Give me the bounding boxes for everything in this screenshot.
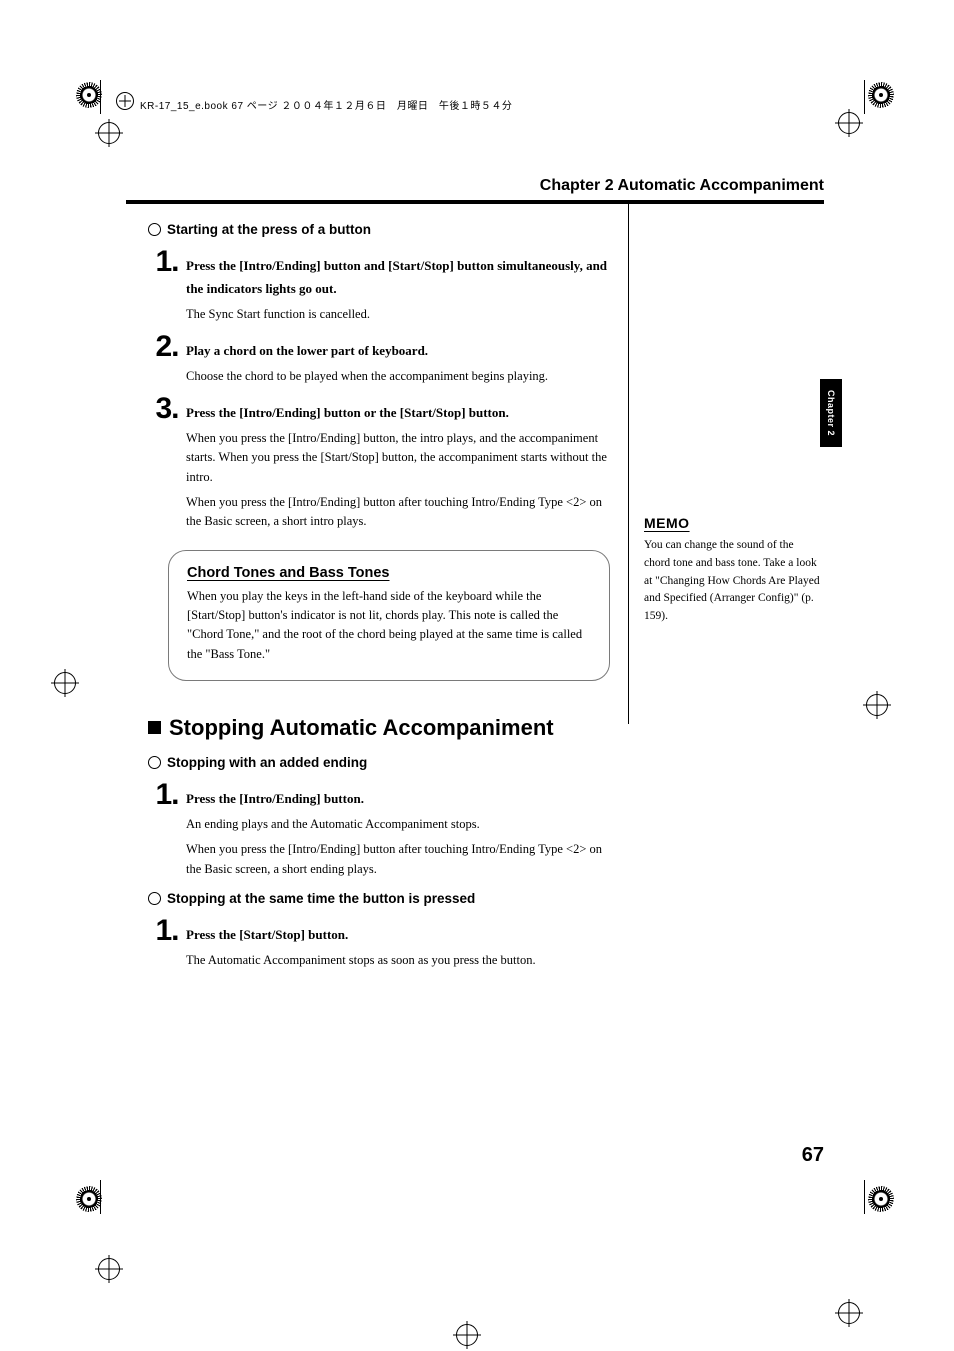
book-mark-icon [116, 92, 134, 110]
step-instruction: Press the [Intro/Ending] button or the [… [186, 402, 613, 425]
subhead-stopping-immediate: Stopping at the same time the button is … [148, 891, 613, 906]
step-body: Press the [Intro/Ending] button and [Sta… [186, 247, 613, 324]
step-instruction: Press the [Intro/Ending] button and [Sta… [186, 255, 613, 301]
crop-mark-icon [100, 1180, 101, 1214]
step-text: When you press the [Intro/Ending] button… [186, 429, 613, 487]
step-text: The Automatic Accompaniment stops as soo… [186, 951, 613, 970]
heading-stopping: Stopping Automatic Accompaniment [148, 715, 613, 741]
step-number: 1. [148, 916, 186, 946]
step-text: Choose the chord to be played when the a… [186, 367, 613, 386]
step-text: An ending plays and the Automatic Accomp… [186, 815, 613, 834]
title-rule [126, 200, 824, 204]
step-number: 2. [148, 332, 186, 362]
step-body: Press the [Intro/Ending] button or the [… [186, 394, 613, 532]
print-header-line: KR-17_15_e.book 67 ページ ２００４年１２月６日 月曜日 午後… [140, 97, 512, 112]
step-2: 2. Play a chord on the lower part of key… [148, 332, 613, 386]
subhead-label: Stopping with an added ending [167, 755, 367, 770]
subhead-label: Stopping at the same time the button is … [167, 891, 475, 906]
step-number: 3. [148, 394, 186, 424]
register-mark-icon [456, 1324, 478, 1346]
heading-label: Stopping Automatic Accompaniment [169, 715, 554, 740]
subhead-label: Starting at the press of a button [167, 222, 371, 237]
page-number: 67 [802, 1144, 824, 1167]
crop-mark-icon [864, 1180, 865, 1214]
crop-mark-icon [868, 1186, 894, 1212]
crop-mark-icon [76, 1186, 102, 1212]
crop-mark-icon [100, 80, 101, 114]
subhead-stopping-ending: Stopping with an added ending [148, 755, 613, 770]
step-1: 1. Press the [Intro/Ending] button and [… [148, 247, 613, 324]
subhead-starting: Starting at the press of a button [148, 222, 613, 237]
chapter-side-tab: Chapter 2 [820, 379, 842, 447]
step-body: Press the [Intro/Ending] button. An endi… [186, 780, 613, 879]
stop-step-1: 1. Press the [Intro/Ending] button. An e… [148, 780, 613, 879]
register-mark-icon [98, 1258, 120, 1280]
step-text: When you press the [Intro/Ending] button… [186, 840, 613, 879]
stop-step-2: 1. Press the [Start/Stop] button. The Au… [148, 916, 613, 970]
page: KR-17_15_e.book 67 ページ ２００４年１２月６日 月曜日 午後… [0, 0, 954, 1351]
memo-text: You can change the sound of the chord to… [644, 537, 822, 626]
step-instruction: Press the [Intro/Ending] button. [186, 788, 613, 811]
step-number: 1. [148, 780, 186, 810]
step-instruction: Press the [Start/Stop] button. [186, 924, 613, 947]
callout-title: Chord Tones and Bass Tones [187, 565, 591, 581]
circle-bullet-icon [148, 892, 161, 905]
step-instruction: Play a chord on the lower part of keyboa… [186, 340, 613, 363]
memo-column: MEMO You can change the sound of the cho… [644, 515, 822, 626]
register-mark-icon [54, 672, 76, 694]
register-mark-icon [838, 112, 860, 134]
step-text: The Sync Start function is cancelled. [186, 305, 613, 324]
side-divider [628, 200, 629, 724]
step-body: Press the [Start/Stop] button. The Autom… [186, 916, 613, 970]
step-number: 1. [148, 247, 186, 277]
callout-chord-tones: Chord Tones and Bass Tones When you play… [168, 550, 610, 682]
square-bullet-icon [148, 721, 161, 734]
chapter-title: Chapter 2 Automatic Accompaniment [540, 177, 824, 195]
crop-mark-icon [864, 80, 865, 114]
circle-bullet-icon [148, 223, 161, 236]
crop-mark-icon [76, 82, 102, 108]
circle-bullet-icon [148, 756, 161, 769]
step-body: Play a chord on the lower part of keyboa… [186, 332, 613, 386]
register-mark-icon [838, 1302, 860, 1324]
main-column: Starting at the press of a button 1. Pre… [148, 222, 613, 978]
callout-body: When you play the keys in the left-hand … [187, 587, 591, 665]
register-mark-icon [98, 122, 120, 144]
step-3: 3. Press the [Intro/Ending] button or th… [148, 394, 613, 532]
register-mark-icon [866, 694, 888, 716]
memo-label: MEMO [644, 515, 822, 531]
step-text: When you press the [Intro/Ending] button… [186, 493, 613, 532]
crop-mark-icon [868, 82, 894, 108]
